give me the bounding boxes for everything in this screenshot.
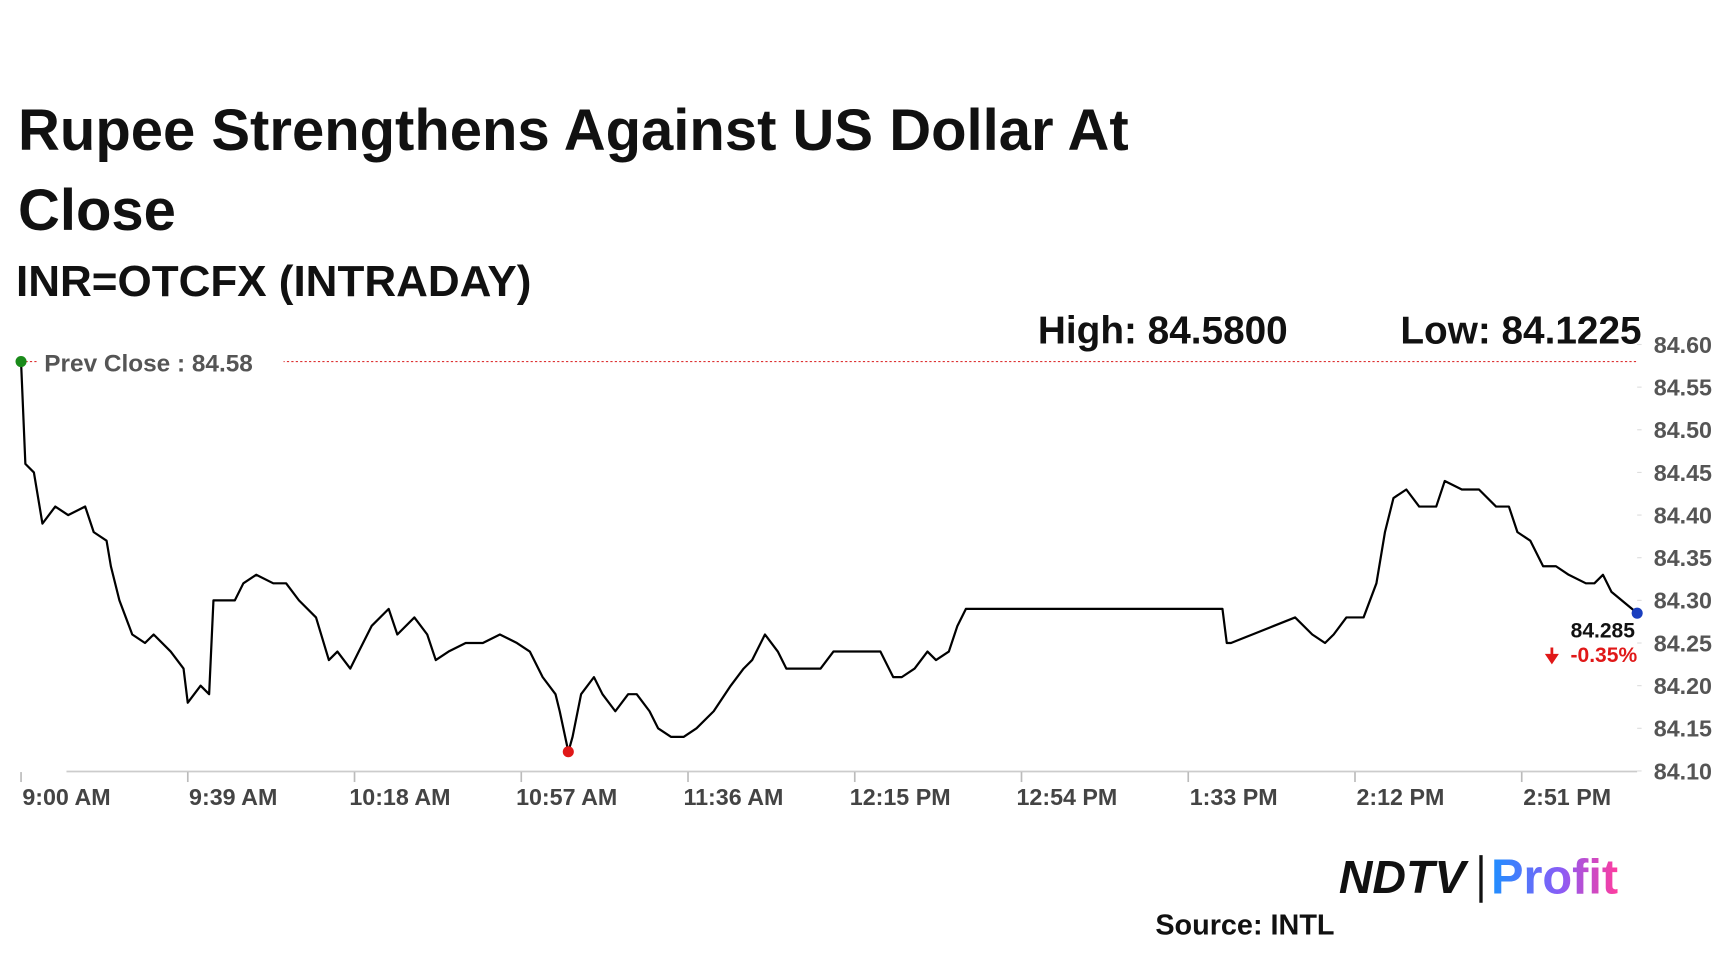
y-tick-label: 84.30 — [1654, 588, 1712, 614]
prev-close-label-bg — [37, 346, 284, 378]
y-tick-label: 84.10 — [1654, 758, 1712, 784]
low-label: Low: 84.1225 — [1400, 310, 1641, 353]
x-tick-label: 11:36 AM — [683, 784, 783, 810]
last-marker — [1631, 607, 1643, 619]
x-tick-label: 2:12 PM — [1356, 784, 1444, 810]
x-tick-label: 10:57 AM — [516, 784, 617, 810]
y-tick-label: 84.15 — [1654, 716, 1712, 742]
x-tick-label: 12:54 PM — [1017, 784, 1118, 810]
logo-profit: Profit — [1491, 850, 1618, 904]
chart-subtitle: INR=OTCFX (INTRADAY) — [16, 257, 532, 306]
change-label: -0.35% — [1571, 644, 1638, 667]
source: Source: INTL — [1155, 910, 1334, 942]
x-tick-label: 1:33 PM — [1190, 784, 1278, 810]
x-tick-label: 2:51 PM — [1523, 784, 1611, 810]
logo-ndtv: NDTV — [1339, 851, 1470, 903]
y-tick-label: 84.25 — [1654, 630, 1712, 656]
down-arrow — [1544, 647, 1559, 665]
high-label: High: 84.5800 — [1038, 310, 1288, 353]
x-tick-label: 9:39 AM — [189, 784, 277, 810]
y-tick-label: 84.40 — [1654, 502, 1712, 528]
x-tick-label: 10:18 AM — [349, 784, 450, 810]
y-tick-label: 84.20 — [1654, 673, 1712, 699]
last-value-label: 84.285 — [1571, 620, 1636, 643]
chart-title: Rupee Strengthens Against US Dollar At C… — [18, 98, 1129, 243]
y-tick-label: 84.55 — [1654, 374, 1712, 400]
y-tick-label: 84.60 — [1654, 332, 1712, 358]
price-line — [19, 361, 1638, 753]
x-tick-label: 9:00 AM — [22, 784, 110, 810]
low-marker — [562, 746, 574, 758]
x-tick-label: 12:15 PM — [850, 784, 951, 810]
start-marker — [15, 356, 27, 368]
y-tick-label: 84.45 — [1654, 460, 1712, 486]
prev-close-label: Prev Close : 84.58 — [44, 350, 253, 377]
y-tick-label: 84.50 — [1654, 417, 1712, 443]
y-tick-label: 84.35 — [1654, 545, 1712, 571]
